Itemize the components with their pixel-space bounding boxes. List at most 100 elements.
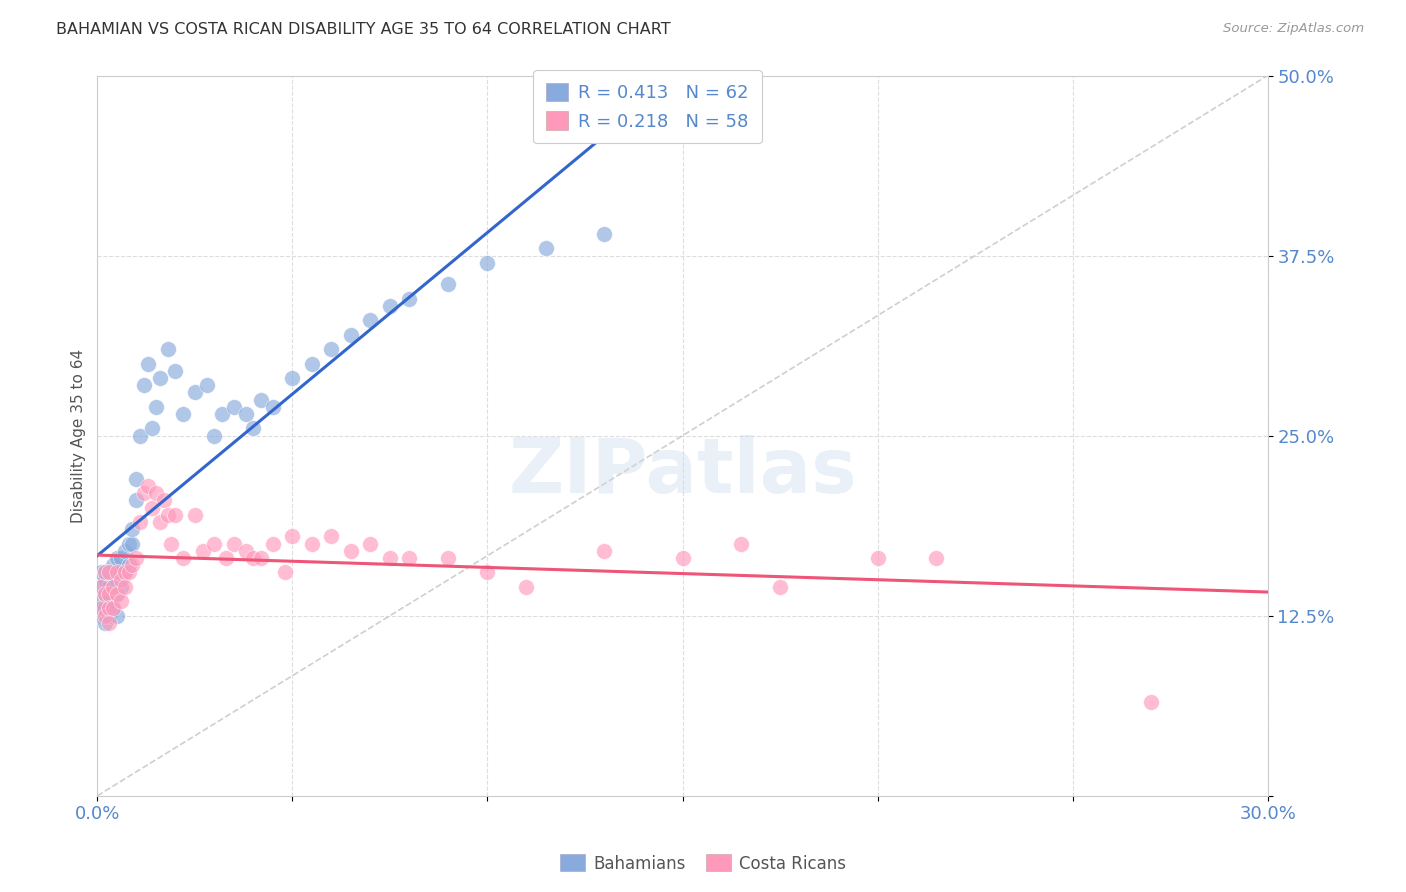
Point xyxy=(222,400,245,414)
Point xyxy=(121,522,143,536)
Point xyxy=(98,608,121,623)
Point xyxy=(101,601,124,615)
Point xyxy=(195,378,218,392)
Point xyxy=(98,587,121,601)
Point xyxy=(769,580,792,594)
Point xyxy=(593,544,616,558)
Point xyxy=(235,544,257,558)
Point xyxy=(152,493,174,508)
Point xyxy=(101,558,124,573)
Point xyxy=(105,608,128,623)
Point xyxy=(114,566,136,580)
Point xyxy=(149,515,172,529)
Point xyxy=(94,566,117,580)
Point xyxy=(110,551,132,566)
Point xyxy=(98,580,121,594)
Point xyxy=(398,292,420,306)
Point xyxy=(105,587,128,601)
Text: Source: ZipAtlas.com: Source: ZipAtlas.com xyxy=(1223,22,1364,36)
Point xyxy=(534,241,557,255)
Point xyxy=(114,580,136,594)
Point xyxy=(222,537,245,551)
Point xyxy=(477,566,499,580)
Point xyxy=(437,551,460,566)
Point xyxy=(321,529,343,543)
Point xyxy=(301,357,323,371)
Point xyxy=(110,573,132,587)
Point xyxy=(202,428,225,442)
Point xyxy=(101,580,124,594)
Point xyxy=(149,371,172,385)
Point xyxy=(90,566,112,580)
Point xyxy=(136,479,159,493)
Point xyxy=(242,421,264,435)
Point xyxy=(378,551,401,566)
Legend: R = 0.413   N = 62, R = 0.218   N = 58: R = 0.413 N = 62, R = 0.218 N = 58 xyxy=(533,70,762,143)
Text: ZIPatlas: ZIPatlas xyxy=(508,434,856,508)
Point xyxy=(202,537,225,551)
Point xyxy=(172,551,194,566)
Point xyxy=(172,407,194,421)
Point xyxy=(281,529,304,543)
Point xyxy=(340,544,363,558)
Point xyxy=(90,594,112,608)
Point xyxy=(94,573,117,587)
Point xyxy=(340,327,363,342)
Text: BAHAMIAN VS COSTA RICAN DISABILITY AGE 35 TO 64 CORRELATION CHART: BAHAMIAN VS COSTA RICAN DISABILITY AGE 3… xyxy=(56,22,671,37)
Point xyxy=(281,371,304,385)
Point xyxy=(101,601,124,615)
Point xyxy=(90,601,112,615)
Point xyxy=(121,558,143,573)
Point xyxy=(191,544,214,558)
Point xyxy=(515,580,537,594)
Point xyxy=(141,500,163,515)
Point xyxy=(160,537,183,551)
Point xyxy=(145,486,167,500)
Point xyxy=(105,573,128,587)
Point xyxy=(90,580,112,594)
Point xyxy=(94,566,117,580)
Point xyxy=(145,400,167,414)
Point xyxy=(165,508,187,522)
Point xyxy=(129,428,152,442)
Point xyxy=(378,299,401,313)
Point xyxy=(117,537,139,551)
Point xyxy=(134,378,156,392)
Point xyxy=(866,551,889,566)
Point xyxy=(398,551,420,566)
Point xyxy=(98,566,121,580)
Point xyxy=(94,587,117,601)
Point xyxy=(359,313,381,327)
Point xyxy=(90,608,112,623)
Point xyxy=(129,515,152,529)
Point xyxy=(184,385,207,400)
Point xyxy=(110,580,132,594)
Point xyxy=(242,551,264,566)
Point xyxy=(134,486,156,500)
Point xyxy=(211,407,233,421)
Point xyxy=(114,566,136,580)
Point xyxy=(98,615,121,630)
Point xyxy=(165,364,187,378)
Legend: Bahamians, Costa Ricans: Bahamians, Costa Ricans xyxy=(554,847,852,880)
Point xyxy=(101,580,124,594)
Point xyxy=(250,551,273,566)
Point xyxy=(250,392,273,407)
Point xyxy=(94,608,117,623)
Point xyxy=(156,508,179,522)
Point xyxy=(141,421,163,435)
Point xyxy=(105,587,128,601)
Point xyxy=(101,566,124,580)
Point xyxy=(94,615,117,630)
Point xyxy=(94,601,117,615)
Point xyxy=(156,342,179,356)
Point xyxy=(117,558,139,573)
Point xyxy=(593,227,616,241)
Point xyxy=(98,601,121,615)
Point xyxy=(117,566,139,580)
Point xyxy=(184,508,207,522)
Point xyxy=(136,357,159,371)
Point xyxy=(437,277,460,292)
Point xyxy=(121,537,143,551)
Point xyxy=(671,551,693,566)
